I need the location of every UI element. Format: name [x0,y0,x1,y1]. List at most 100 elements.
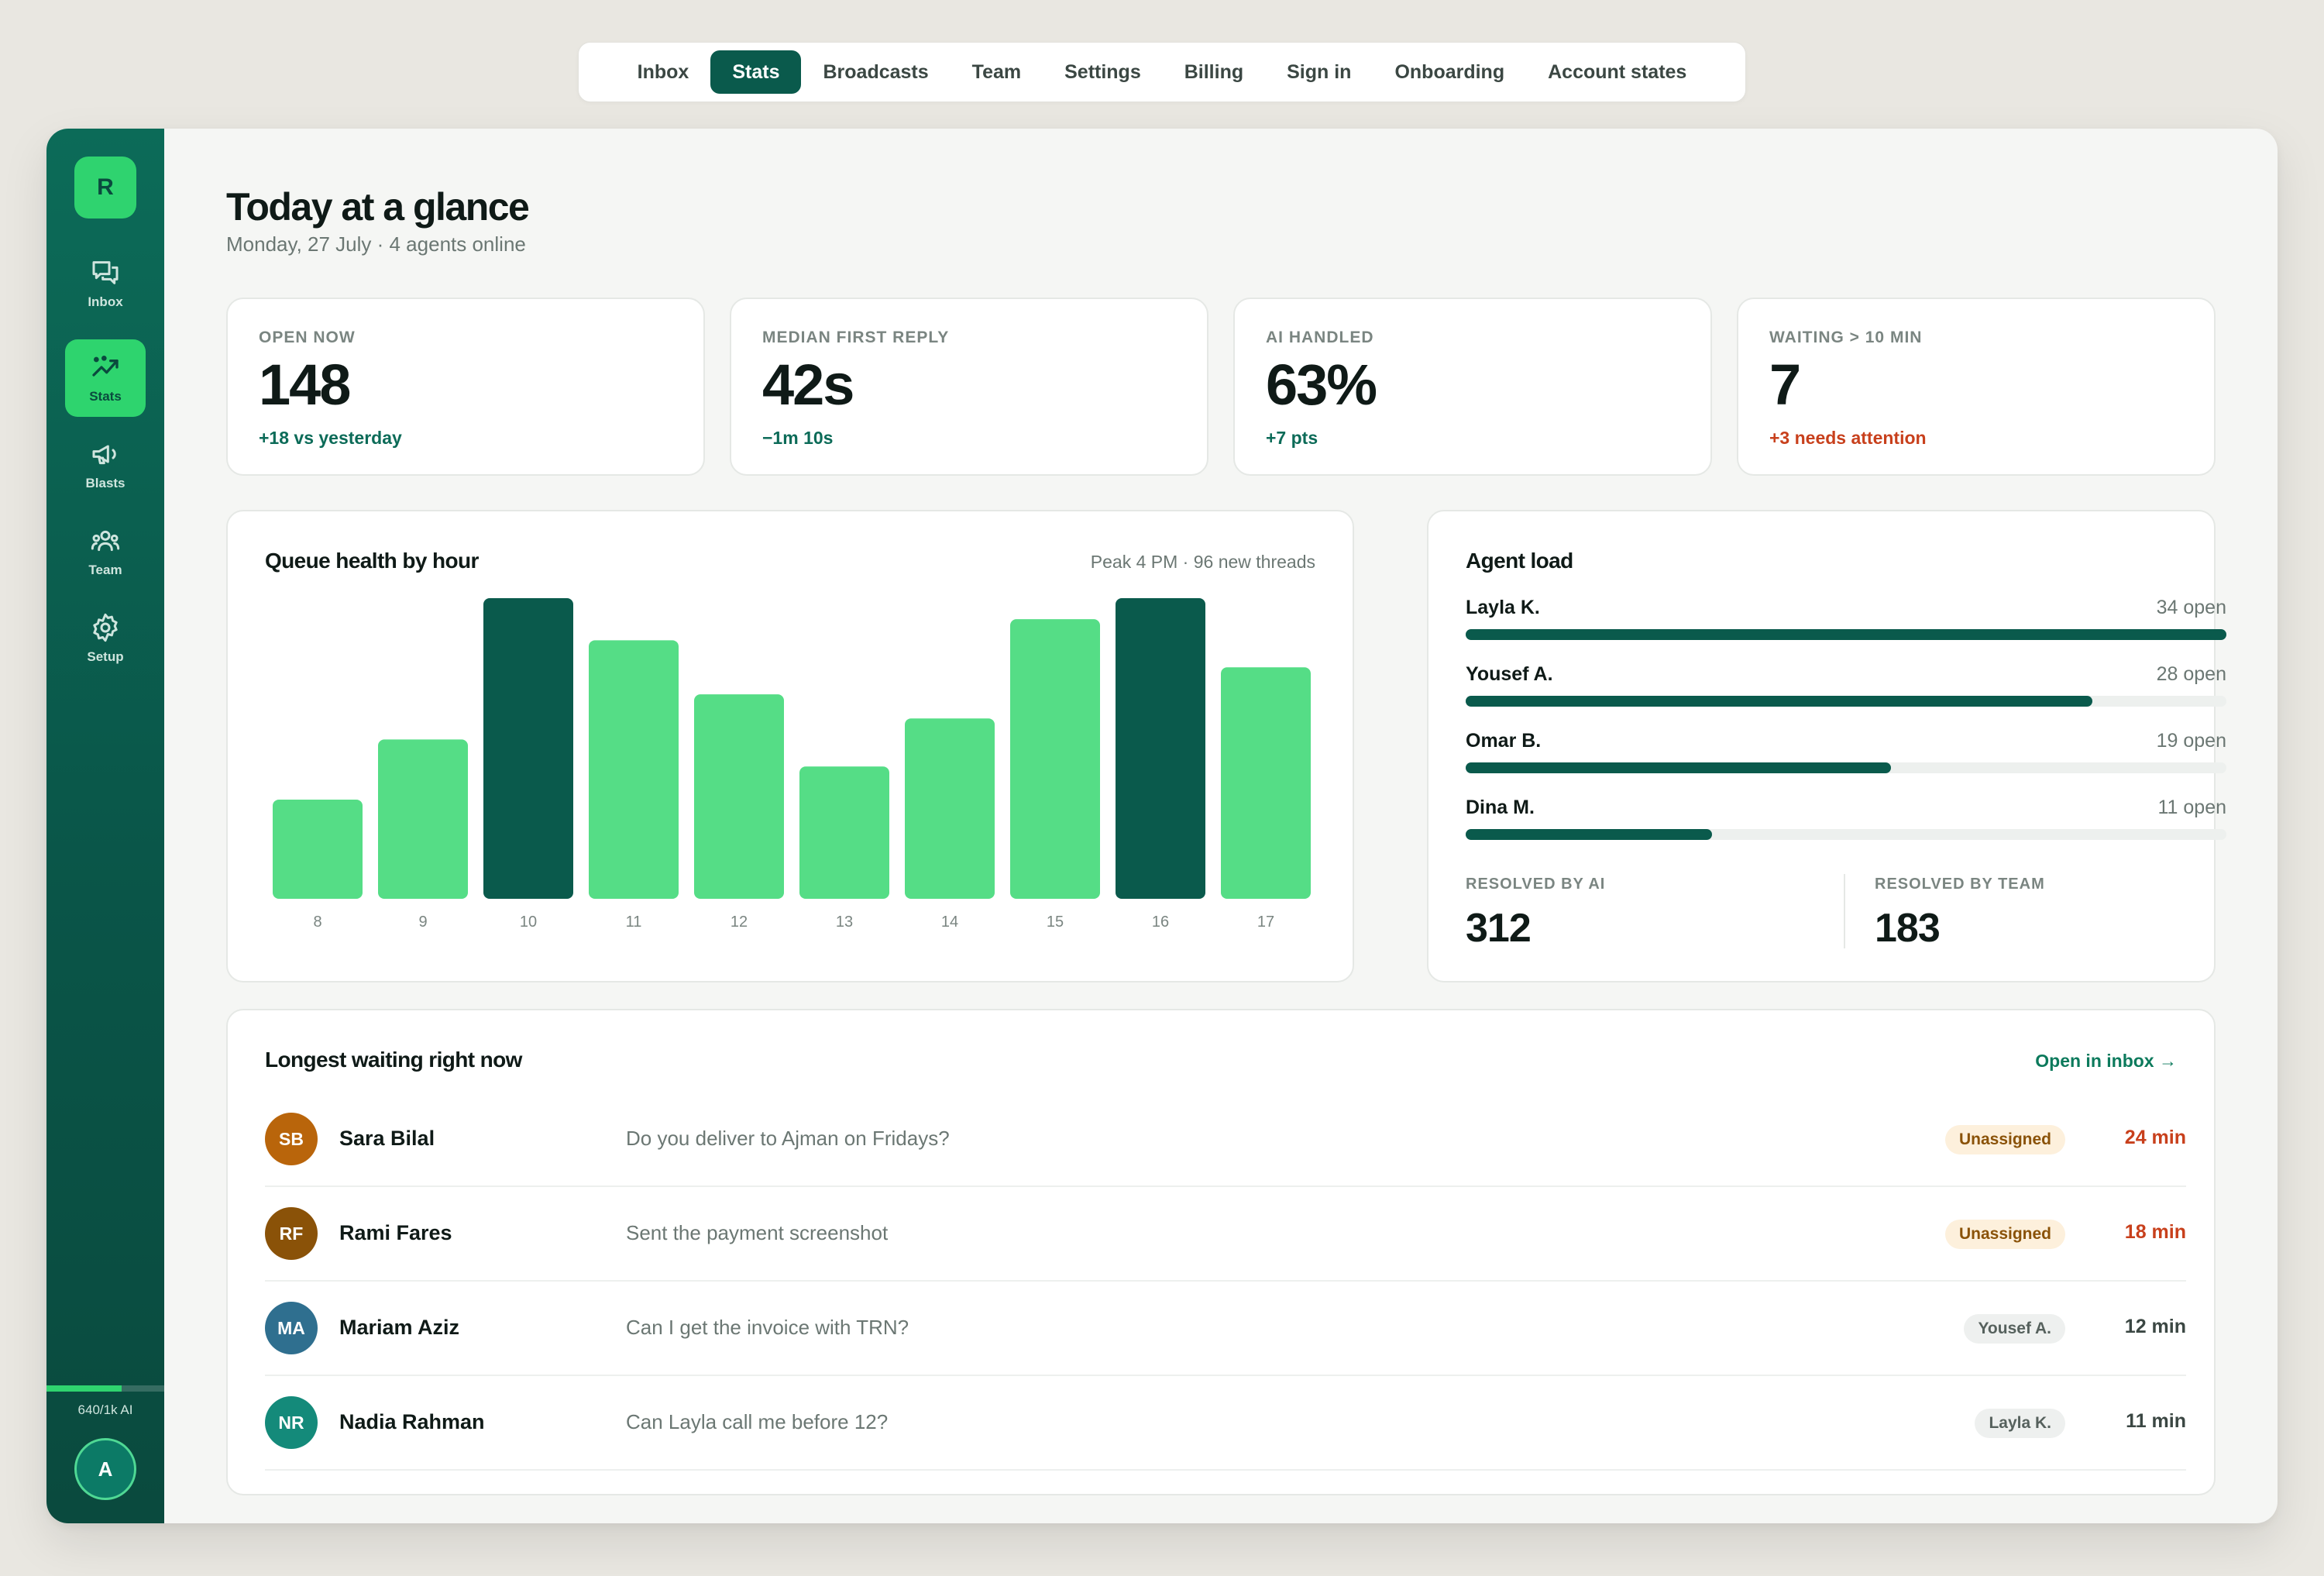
sidebar-item-inbox[interactable]: Inbox [65,245,146,322]
assignee-badge: Unassigned [1944,1125,2065,1154]
kpi-delta: +18 vs yesterday [259,428,402,448]
x-tick-label: 14 [941,914,958,931]
bar-hour-9[interactable] [378,739,468,899]
main-content: Today at a glance Monday, 27 July · 4 ag… [164,129,2278,1523]
megaphone-icon [92,445,116,465]
agent-name: Yousef A. [1466,663,1553,685]
wait-time: 11 min [2126,1410,2186,1432]
queue-chart-title: Queue health by hour [265,549,479,573]
x-tick-label: 16 [1152,914,1169,931]
bar-hour-10[interactable] [483,598,573,899]
message-preview: Can Layla call me before 12? [626,1410,889,1433]
tab-settings[interactable]: Settings [1064,60,1141,83]
agent-row: Yousef A. 28 open [1466,663,2226,725]
bar-hour-8[interactable] [273,799,363,899]
ai-quota-bar [46,1385,164,1392]
x-tick-label: 8 [313,914,321,931]
resolved-team-value: 183 [1875,906,1941,951]
tab-stats[interactable]: Stats [710,50,802,94]
agent-load-fill [1466,762,1891,773]
x-tick-label: 11 [626,914,642,931]
agent-load-fill [1466,829,1712,840]
ai-quota-fill [46,1385,122,1392]
x-tick-label: 17 [1257,914,1274,931]
message-preview: Sent the payment screenshot [626,1221,889,1244]
agent-name: Layla K. [1466,597,1540,618]
bar-hour-17[interactable] [1221,667,1311,899]
bar-hour-15[interactable] [1010,619,1100,899]
agent-open-count: 28 open [2156,663,2226,685]
gear-icon [93,613,118,642]
tab-billing[interactable]: Billing [1184,60,1244,83]
agent-name: Omar B. [1466,730,1542,752]
waiting-row[interactable]: RF Rami Fares Sent the payment screensho… [265,1187,2186,1282]
waiting-row[interactable]: MA Mariam Aziz Can I get the invoice wit… [265,1282,2186,1376]
kpi-delta: +3 needs attention [1769,428,1927,448]
sidebar-item-team[interactable]: Team [65,513,146,590]
kpi-delta: +7 pts [1266,428,1318,448]
x-tick-label: 13 [836,914,853,931]
waiting-row[interactable]: SB Sara Bilal Do you deliver to Ajman on… [265,1093,2186,1187]
tab-team[interactable]: Team [971,60,1022,83]
avatar: NR [265,1396,318,1449]
kpi-label: AI HANDLED [1266,329,1374,346]
trend-icon [92,356,119,377]
chat-icon [92,261,119,284]
kpi-card-open-now: OPEN NOW 148 +18 vs yesterday [226,298,705,476]
wait-time: 18 min [2124,1221,2186,1243]
waiting-title: Longest waiting right now [265,1048,522,1072]
agent-open-count: 19 open [2156,730,2226,752]
bar-hour-16[interactable] [1116,598,1205,899]
sidebar-item-label: Inbox [88,294,123,309]
tab-sign-in[interactable]: Sign in [1287,60,1352,83]
agent-open-count: 34 open [2156,597,2226,618]
queue-health-card: Queue health by hour Peak 4 PM · 96 new … [226,510,1354,982]
tab-onboarding[interactable]: Onboarding [1394,60,1505,83]
sidebar-item-setup[interactable]: Setup [65,600,146,677]
sidebar-item-label: Setup [87,649,124,664]
kpi-value: 42s [762,353,854,417]
agent-load-track [1466,696,2226,707]
open-in-inbox-link[interactable]: Open in inbox → [2035,1051,2177,1071]
bar-hour-13[interactable] [799,766,889,899]
page-subtitle: Monday, 27 July · 4 agents online [226,232,526,256]
queue-chart-meta: Peak 4 PM · 96 new threads [1090,552,1315,572]
message-preview: Can I get the invoice with TRN? [626,1316,909,1339]
customer-name: Mariam Aziz [339,1316,460,1339]
waiting-row[interactable]: NR Nadia Rahman Can Layla call me before… [265,1376,2186,1471]
avatar: RF [265,1207,318,1260]
sidebar-item-stats[interactable]: Stats [65,339,146,417]
message-preview: Do you deliver to Ajman on Fridays? [626,1127,950,1150]
agent-load-title: Agent load [1466,549,1573,573]
kpi-value: 148 [259,353,351,417]
x-tick-label: 15 [1047,914,1064,931]
customer-name: Rami Fares [339,1221,452,1244]
bar-hour-14[interactable] [905,718,995,899]
bar-hour-12[interactable] [694,694,784,899]
sidebar-item-blasts[interactable]: Blasts [65,426,146,504]
kpi-label: MEDIAN FIRST REPLY [762,329,950,346]
tab-broadcasts[interactable]: Broadcasts [823,60,929,83]
wait-time: 12 min [2124,1316,2186,1337]
kpi-value: 63% [1266,353,1377,417]
resolved-ai-label: RESOLVED BY AI [1466,876,1606,893]
agent-open-count: 11 open [2157,797,2226,818]
divider [1844,874,1845,948]
avatar: MA [265,1302,318,1354]
team-icon [91,530,120,552]
x-tick-label: 9 [418,914,427,931]
user-avatar[interactable]: A [74,1438,136,1500]
brand-logo[interactable]: R [74,157,136,219]
customer-name: Nadia Rahman [339,1410,485,1433]
kpi-card-ai-handled: AI HANDLED 63% +7 pts [1233,298,1712,476]
resolved-ai-value: 312 [1466,906,1532,951]
queue-bar-chart: 8 9 10 11 12 13 14 15 16 17 [273,598,1311,931]
tab-inbox[interactable]: Inbox [637,60,689,83]
kpi-value: 7 [1769,353,1801,417]
tab-account-states[interactable]: Account states [1548,60,1687,83]
bar-hour-11[interactable] [589,640,679,899]
assignee-badge: Layla K. [1975,1409,2065,1438]
x-tick-label: 12 [731,914,748,931]
agent-load-card: Agent load Layla K. 34 open Yousef A. 28… [1427,510,2226,982]
sidebar: R Inbox Stats Blasts Team [46,129,164,1523]
